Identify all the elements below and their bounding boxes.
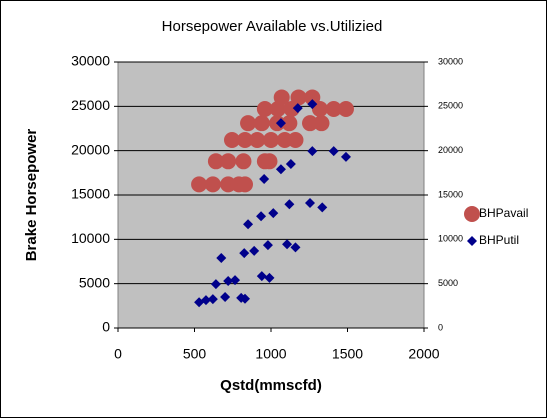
- point: [236, 176, 253, 193]
- point: [204, 176, 221, 193]
- point: [268, 208, 279, 219]
- point: [307, 99, 318, 110]
- y2-tick-label: 20000: [438, 145, 463, 155]
- legend-label: BHPutil: [479, 233, 519, 247]
- point: [285, 158, 296, 169]
- point: [292, 103, 303, 114]
- point: [283, 100, 300, 117]
- point: [240, 115, 257, 132]
- y-tick-label: 25000: [71, 97, 110, 113]
- point: [220, 153, 237, 170]
- legend-label: BHPavail: [479, 206, 528, 220]
- point: [337, 100, 354, 117]
- y-tick-label: 5000: [79, 274, 110, 290]
- point: [210, 279, 221, 290]
- point: [243, 219, 254, 230]
- point: [275, 118, 286, 129]
- point: [275, 164, 286, 175]
- y2-tick-label: 30000: [438, 56, 463, 66]
- y-tick-label: 0: [102, 319, 110, 335]
- point: [230, 275, 241, 286]
- point: [313, 115, 330, 132]
- point: [253, 115, 270, 132]
- point: [290, 242, 301, 253]
- x-tick-label: 1500: [332, 346, 363, 362]
- x-tick-label: 500: [183, 346, 207, 362]
- y-tick-label: 30000: [71, 53, 110, 69]
- x-axis-label: Qstd(mmscfd): [220, 377, 322, 394]
- point: [340, 151, 351, 162]
- point: [249, 245, 260, 256]
- point: [236, 132, 253, 149]
- point: [282, 239, 293, 250]
- y-tick-label: 15000: [71, 186, 110, 202]
- x-tick-label: 1000: [255, 346, 286, 362]
- y2-tick-label: 15000: [438, 189, 463, 199]
- x-tick-label: 2000: [408, 346, 439, 362]
- y2-tick-label: 5000: [438, 278, 458, 288]
- legend-marker: [464, 206, 480, 222]
- point: [264, 272, 275, 283]
- y2-tick-label: 0: [438, 322, 443, 332]
- point: [273, 89, 290, 106]
- point: [220, 291, 231, 302]
- chart-title: Horsepower Available vs.Utilizied: [162, 18, 383, 35]
- point: [223, 132, 240, 149]
- point: [191, 176, 208, 193]
- point: [284, 199, 295, 210]
- legend-marker: [467, 236, 477, 246]
- point: [262, 240, 273, 251]
- point: [281, 115, 298, 132]
- point: [200, 295, 211, 306]
- point: [304, 89, 321, 106]
- point: [223, 276, 234, 287]
- point: [235, 153, 252, 170]
- y-tick-label: 20000: [71, 141, 110, 157]
- point: [317, 202, 328, 213]
- y-tick-label: 10000: [71, 230, 110, 246]
- point: [328, 146, 339, 157]
- y-axis-label: Brake Horsepower: [23, 129, 40, 262]
- point: [207, 294, 218, 305]
- point: [216, 252, 227, 263]
- point: [249, 132, 266, 149]
- point: [302, 115, 319, 132]
- point: [325, 100, 342, 117]
- point: [239, 293, 250, 304]
- point: [256, 100, 273, 117]
- point: [261, 153, 278, 170]
- point: [259, 174, 270, 185]
- x-tick-label: 0: [114, 346, 122, 362]
- point: [305, 197, 316, 208]
- point: [287, 132, 304, 149]
- point: [263, 132, 279, 149]
- point: [290, 89, 307, 106]
- point: [256, 211, 267, 222]
- point: [207, 153, 224, 170]
- point: [307, 146, 318, 157]
- y2-tick-label: 10000: [438, 234, 463, 244]
- point: [256, 271, 267, 282]
- y2-tick-label: 25000: [438, 101, 463, 111]
- point: [239, 248, 250, 259]
